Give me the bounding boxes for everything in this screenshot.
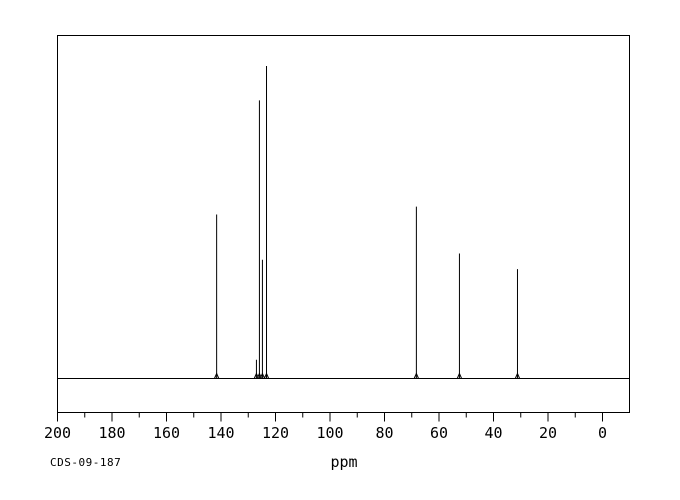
peak-trace-layer [213,66,521,379]
spectrum-peak-foot [514,372,521,379]
spectrum-peak-foot [259,372,266,379]
spectrum-peak-foot [213,372,220,379]
spectrum-peak-foot [256,372,263,379]
x-axis-tick-label: 160 [153,424,180,442]
x-axis-tick-label: 140 [207,424,234,442]
x-axis-tick-label: 200 [44,424,71,442]
plot-frame [57,35,630,413]
axis-tick-label-layer: 200 180 160 140 120 100 80 60 40 20 0 [44,424,607,442]
axis-tick-layer [57,412,603,422]
x-axis-tick-label: 0 [598,424,607,442]
x-axis-tick-label: 60 [430,424,448,442]
x-axis-tick-label: 120 [262,424,289,442]
spectrum-peak-foot [413,372,420,379]
spectrum-peak-foot [456,372,463,379]
spectrum-peak-foot [263,372,270,379]
spectrum-peak-foot [253,372,260,379]
x-axis-tick-label: 180 [98,424,125,442]
sample-code-label: CDS-09-187 [50,456,121,469]
x-axis-title: ppm [330,453,357,471]
x-axis-tick-label: 20 [539,424,557,442]
x-axis-tick-label: 80 [375,424,393,442]
x-axis-tick-label: 100 [316,424,343,442]
x-axis-tick-label: 40 [484,424,502,442]
